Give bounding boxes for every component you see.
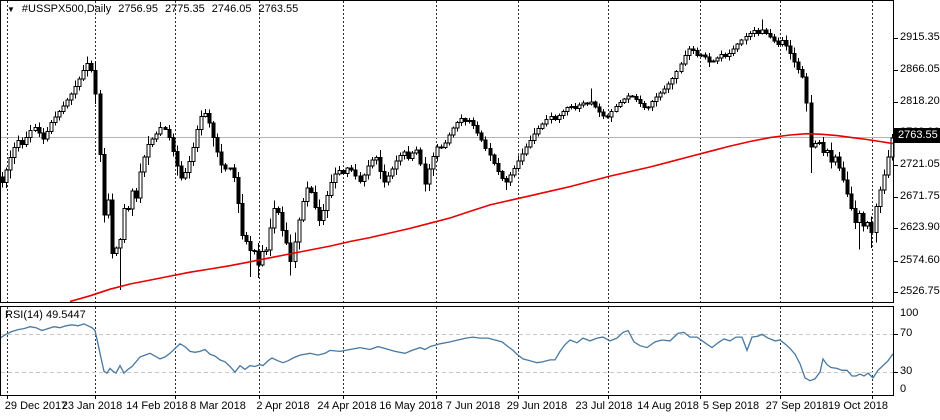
date-axis-label: 14 Aug 2018 — [637, 400, 699, 412]
quote-high: 2775.35 — [164, 3, 205, 15]
chart-title: ▼ #USSPX500,Daily 2756.95 2775.35 2746.0… — [5, 3, 298, 15]
date-axis-label: 5 Sep 2018 — [702, 400, 760, 412]
price-axis-label: 2915.35 — [900, 31, 940, 43]
price-axis-label: 2818.20 — [900, 94, 940, 107]
symbol-dropdown-icon[interactable]: ▼ — [7, 4, 15, 14]
rsi-axis-label: 0 — [900, 383, 907, 395]
current-price-value: 2763.55 — [898, 129, 938, 141]
date-axis-label: 8 Mar 2018 — [190, 400, 246, 412]
date-axis-label: 19 Oct 2018 — [828, 400, 888, 412]
price-axis-label: 2671.75 — [900, 190, 940, 203]
rsi-axis-label: 70 — [900, 327, 913, 340]
quote-open: 2756.95 — [118, 3, 158, 15]
quote-low: 2746.05 — [211, 3, 252, 15]
price-axis-label: 2623.90 — [900, 221, 940, 234]
date-axis-label: 16 May 2018 — [379, 400, 443, 412]
price-axis-label: 2721.05 — [900, 158, 940, 170]
price-axis-label: 2526.75 — [900, 284, 940, 297]
rsi-axis-label: 100 — [900, 307, 919, 319]
rsi-axis-label: 30 — [900, 365, 913, 378]
date-axis-label: 2 Apr 2018 — [256, 400, 310, 412]
date-axis-label: 24 Apr 2018 — [317, 400, 377, 412]
current-price-tag: 2763.55 — [894, 128, 940, 143]
date-axis-label: 7 Jun 2018 — [445, 400, 501, 412]
date-axis-label: 27 Sep 2018 — [765, 400, 829, 412]
date-axis-label: 14 Feb 2018 — [126, 400, 188, 412]
date-axis-label: 29 Jun 2018 — [506, 400, 568, 412]
price-axis-label: 2574.60 — [900, 253, 940, 266]
rsi-indicator-label: RSI(14) 49.5447 — [5, 309, 86, 321]
price-axis-label: 2866.05 — [900, 63, 940, 76]
date-axis-label: 29 Dec 2017 — [4, 400, 68, 412]
symbol-timeframe-label: #USSPX500,Daily — [21, 3, 112, 15]
quote-close: 2763.55 — [258, 3, 299, 15]
date-axis-label: 23 Jan 2018 — [61, 400, 123, 412]
date-axis-label: 23 Jul 2018 — [575, 400, 633, 412]
